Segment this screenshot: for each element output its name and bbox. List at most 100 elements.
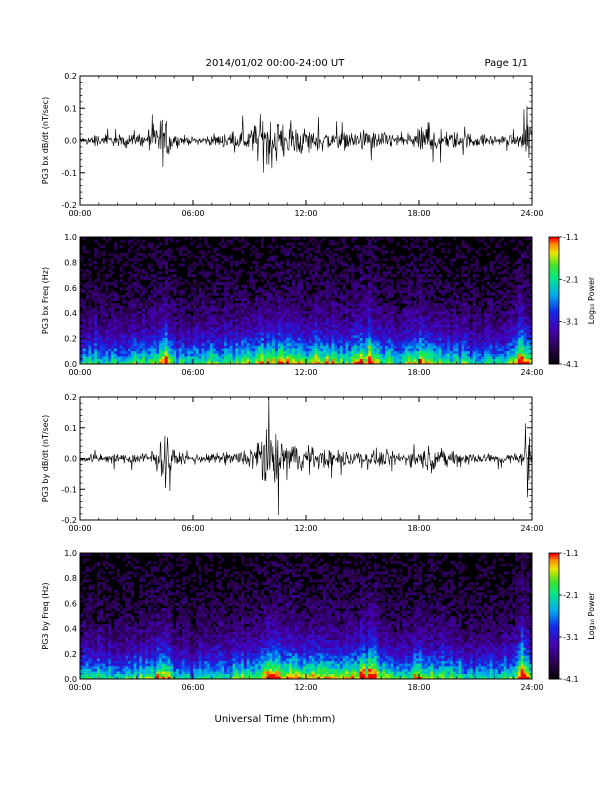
spectrogram-cell (105, 353, 109, 357)
spectrogram-cell (198, 358, 202, 362)
spectrogram-cell (88, 353, 92, 357)
spectrogram-cell (297, 313, 301, 317)
spectrogram-cell (385, 237, 389, 241)
spectrogram-cell (339, 260, 344, 264)
spectrogram-cell (410, 334, 414, 338)
spectrogram-cell (455, 292, 459, 296)
spectrogram-cell (382, 329, 386, 333)
spectrogram-cell (300, 337, 304, 341)
spectrogram-cell (108, 361, 112, 365)
spectrogram-cell (419, 274, 423, 278)
spectrogram-cell (260, 321, 265, 325)
spectrogram-cell (198, 342, 202, 346)
spectrogram-cell (147, 326, 152, 331)
spectrogram-cell (201, 308, 205, 312)
spectrogram-cell (193, 356, 197, 360)
spectrogram-cell (260, 350, 265, 354)
spectrogram-cell (399, 324, 403, 328)
spectrogram-cell (410, 263, 414, 267)
spectrogram-cell (116, 332, 120, 336)
spectrogram-cell (215, 313, 219, 317)
spectrogram-cell (226, 308, 231, 312)
spectrogram-cell (317, 356, 321, 360)
spectrogram-cell (464, 334, 468, 338)
spectrogram-cell (147, 321, 152, 325)
spectrogram-cell (257, 345, 262, 349)
spectrogram-cell (467, 329, 471, 333)
spectrogram-cell (351, 271, 355, 275)
spectrogram-cell (218, 276, 222, 280)
spectrogram-cell (96, 271, 101, 275)
spectrogram-cell (164, 321, 168, 325)
spectrogram-cell (181, 252, 185, 256)
spectrogram-cell (427, 313, 431, 317)
spectrogram-cell (241, 237, 245, 241)
spectrogram-cell (130, 295, 135, 299)
spectrogram-cell (348, 337, 352, 341)
spectrogram-cell (153, 319, 157, 323)
spectrogram-cell (458, 350, 462, 354)
spectrogram-cell (337, 308, 341, 312)
spectrogram-cell (184, 353, 188, 357)
spectrogram-cell (170, 250, 174, 254)
spectrogram-cell (272, 332, 276, 336)
spectrogram-cell (421, 297, 426, 301)
spectrogram-cell (427, 279, 431, 283)
spectrogram-cell (136, 316, 140, 320)
spectrogram-cell (260, 287, 265, 291)
spectrogram-cell (102, 329, 106, 333)
spectrogram-cell (433, 350, 437, 354)
spectrogram-cell (252, 250, 256, 254)
spectrogram-cell (142, 316, 146, 320)
spectrogram-cell (407, 334, 411, 338)
spectrogram-cell (314, 268, 318, 272)
spectrogram-cell (229, 319, 233, 323)
spectrogram-cell (82, 274, 87, 278)
spectrogram-cell (122, 350, 126, 354)
spectrogram-cell (419, 276, 423, 280)
spectrogram-cell (105, 329, 109, 333)
spectrogram-cell (308, 247, 313, 251)
spectrogram-cell (354, 308, 358, 312)
spectrogram-cell (153, 311, 157, 315)
spectrogram-cell (438, 361, 443, 365)
spectrogram-cell (328, 281, 332, 286)
spectrogram-cell (306, 321, 310, 325)
spectrogram-cell (334, 358, 338, 362)
spectrogram-cell (404, 361, 409, 365)
spectrogram-cell (297, 326, 301, 331)
spectrogram-cell (382, 258, 386, 262)
spectrogram-cell (255, 250, 259, 254)
spectrogram-cell (207, 342, 211, 346)
spectrogram-cell (190, 348, 194, 352)
spectrogram-cell (303, 350, 307, 354)
spectrogram-cell (283, 237, 287, 241)
spectrogram-cell (94, 350, 98, 354)
spectrogram-cell (209, 350, 214, 354)
spectrogram-cell (263, 271, 267, 275)
spectrogram-cell (370, 356, 375, 360)
spectrogram-cell (105, 321, 109, 325)
spectrogram-cell (424, 305, 428, 309)
spectrogram-cell (99, 321, 104, 325)
spectrogram-cell (356, 300, 361, 304)
spectrogram-cell (438, 303, 443, 307)
spectrogram-cell (407, 279, 411, 283)
spectrogram-cell (297, 308, 301, 312)
spectrogram-cell (452, 326, 457, 331)
spectrogram-cell (421, 321, 426, 325)
spectrogram-cell (404, 316, 409, 320)
spectrogram-cell (469, 353, 474, 357)
spectrogram-cell (159, 292, 163, 296)
spectrogram-cell (159, 313, 163, 317)
spectrogram-cell (277, 316, 281, 320)
spectrogram-cell (328, 295, 332, 299)
spectrogram-cell (263, 319, 267, 323)
spectrogram-cell (238, 260, 242, 264)
spectrogram-cell (385, 340, 389, 344)
spectrogram-cell (334, 242, 338, 246)
spectrogram-cell (195, 329, 200, 333)
spectrogram-cell (238, 313, 242, 317)
spectrogram-cell (176, 358, 180, 362)
spectrogram-cell (393, 308, 397, 312)
